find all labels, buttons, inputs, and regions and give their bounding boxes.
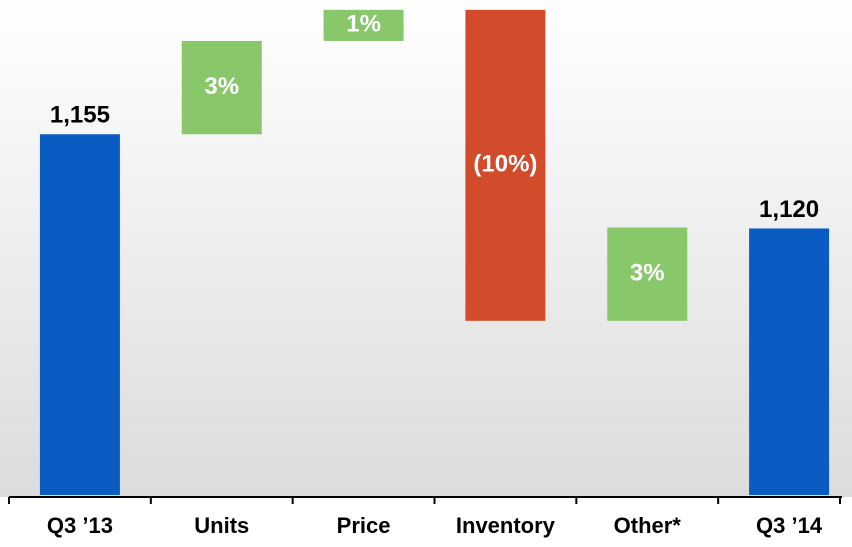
value-label: 3% — [630, 260, 665, 287]
value-label: (10%) — [473, 151, 537, 178]
plot-background — [0, 0, 852, 497]
value-label: 1% — [346, 11, 381, 38]
x-tick-label: Other* — [614, 513, 682, 538]
increase-bar — [181, 40, 262, 135]
x-tick-label: Units — [194, 513, 249, 538]
increase-bar — [607, 227, 688, 321]
value-label: 3% — [204, 73, 239, 100]
x-tick-label: Q3 ’14 — [756, 513, 823, 538]
total-bar — [39, 134, 120, 495]
decrease-bar — [465, 9, 546, 321]
increase-bar — [323, 9, 404, 41]
value-label: 1,120 — [759, 196, 819, 223]
x-tick-label: Q3 ’13 — [47, 513, 113, 538]
x-tick-label: Inventory — [456, 513, 556, 538]
value-label: 1,155 — [50, 102, 110, 129]
total-bar — [749, 228, 830, 495]
x-tick-label: Price — [337, 513, 391, 538]
